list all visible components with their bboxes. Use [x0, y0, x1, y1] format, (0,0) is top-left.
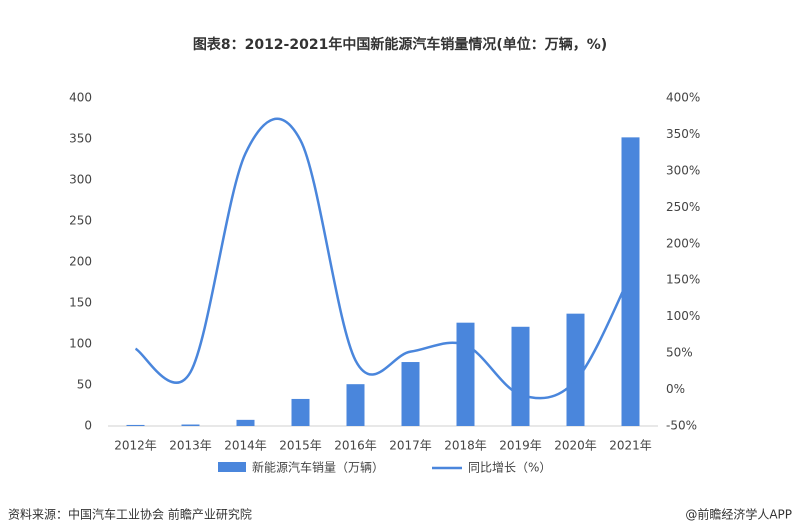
chart-title: 图表8：2012-2021年中国新能源汽车销量情况(单位：万辆，%): [193, 36, 607, 53]
legend-label: 新能源汽车销量（万辆）: [252, 460, 384, 475]
x-tick-label: 2018年: [444, 439, 487, 453]
x-tick-label: 2017年: [389, 439, 432, 453]
y2-tick-label: 400%: [666, 91, 700, 105]
bar: [621, 137, 640, 427]
x-tick-label: 2013年: [169, 439, 212, 453]
bar: [566, 313, 585, 426]
legend-label: 同比增长（%）: [468, 461, 551, 475]
y-tick-label: 300: [69, 173, 92, 187]
y-tick-label: 150: [69, 296, 92, 310]
x-tick-label: 2012年: [114, 439, 157, 453]
y2-tick-label: 200%: [666, 236, 700, 250]
y-tick-label: 250: [69, 214, 92, 228]
y-tick-label: 350: [69, 132, 92, 146]
y-tick-label: 100: [69, 337, 92, 351]
x-tick-label: 2014年: [224, 439, 267, 453]
growth-line: [134, 117, 632, 400]
source: 资料来源：中国汽车工业协会 前瞻产业研究院: [8, 507, 252, 522]
x-tick-label: 2019年: [499, 439, 542, 453]
y2-tick-label: 350%: [666, 127, 700, 141]
y2-tick-label: 50%: [666, 346, 693, 360]
bar: [126, 424, 145, 426]
bar: [401, 362, 420, 426]
y2-tick-label: -50%: [666, 419, 697, 433]
y-tick-label: 50: [77, 378, 92, 392]
y2-tick-label: 300%: [666, 163, 700, 177]
y-tick-label: 400: [69, 91, 92, 105]
y-tick-label: 200: [69, 255, 92, 269]
bar: [456, 322, 475, 426]
y2-tick-label: 150%: [666, 273, 700, 287]
y2-tick-label: 0%: [666, 382, 685, 396]
bar: [236, 419, 255, 426]
legend-swatch: [218, 462, 246, 472]
y-tick-label: 0: [84, 419, 92, 433]
bar: [511, 326, 530, 426]
x-tick-label: 2016年: [334, 439, 377, 453]
x-tick-label: 2020年: [554, 439, 597, 453]
credit: @前瞻经济学人APP: [685, 507, 792, 522]
bar: [181, 424, 200, 426]
x-tick-label: 2015年: [279, 439, 322, 453]
bar: [346, 384, 365, 426]
y2-tick-label: 100%: [666, 309, 700, 323]
bar: [291, 398, 310, 426]
y2-tick-label: 250%: [666, 200, 700, 214]
x-tick-label: 2021年: [609, 439, 652, 453]
